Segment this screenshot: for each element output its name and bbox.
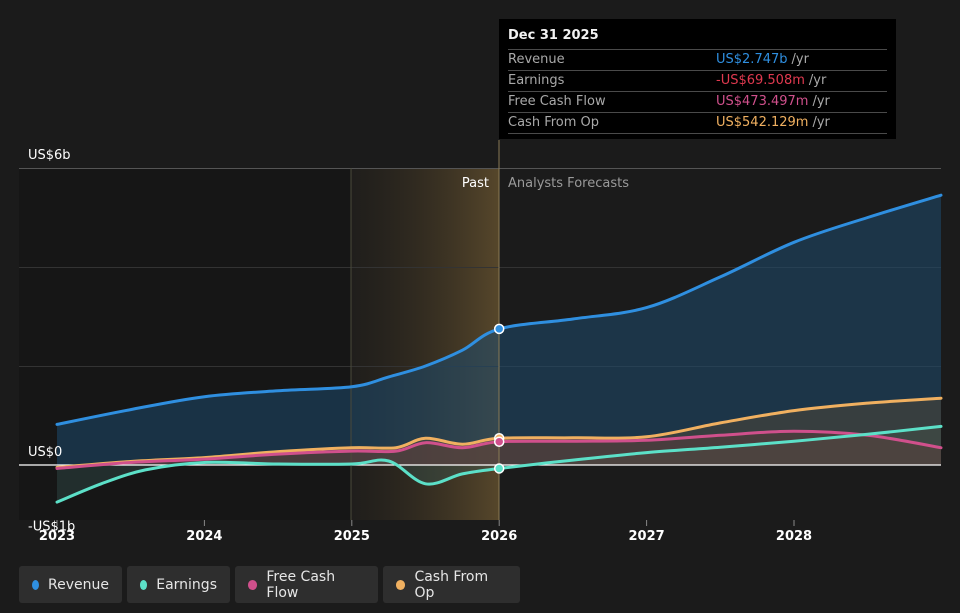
revenue-line (55, 193, 943, 426)
x-tick-label: 2024 (186, 529, 222, 544)
tooltip-row-value: -US$69.508m (716, 73, 805, 88)
cfo-area (57, 398, 941, 468)
x-tick-label: 2027 (629, 529, 665, 544)
tooltip-rows: Revenue US$2.747b/yr Earnings -US$69.508m/y… (508, 49, 887, 134)
legend-item-cash-from-op[interactable]: Cash From Op (383, 566, 520, 603)
x-tick-label: 2026 (481, 529, 517, 544)
legend-item-free-cash-flow[interactable]: Free Cash Flow (235, 566, 378, 603)
y-axis-label: US$6b (28, 148, 71, 163)
earnings-marker (493, 463, 505, 474)
revenue-marker (493, 323, 505, 335)
legend-dot-icon (32, 579, 40, 590)
tooltip-row-unit: /yr (812, 115, 830, 130)
earnings-line (55, 424, 943, 504)
tooltip-row-unit: /yr (808, 73, 827, 88)
tooltip-row: Earnings -US$69.508m/yr (508, 70, 887, 91)
tooltip-row: Revenue US$2.747b/yr (508, 49, 887, 70)
tooltip-row-value: US$542.129m (716, 115, 809, 130)
tooltip-row-unit: /yr (791, 52, 809, 67)
tooltip-row-label: Revenue (508, 52, 565, 67)
legend-label: Free Cash Flow (266, 568, 336, 601)
x-tick-label: 2023 (39, 529, 75, 544)
tooltip: Dec 31 2025 Revenue US$2.747b/yr Earnings -… (499, 19, 896, 139)
hover-markers (493, 323, 505, 474)
x-tick-label: 2025 (334, 529, 370, 544)
y-axis-labels: US$6b US$0 -US$1b (28, 148, 75, 535)
past-label: Past (462, 176, 489, 191)
tooltip-row: Cash From Op US$542.129m/yr (508, 112, 887, 134)
tooltip-row-value: US$473.497m (716, 94, 809, 109)
tooltip-row-value: US$2.747b (716, 52, 788, 67)
cfo-line (55, 396, 943, 469)
legend-label: Earnings (156, 576, 217, 593)
tooltip-date: Dec 31 2025 (508, 28, 599, 43)
x-axis-ticks: 2023 2024 2025 2026 2027 2028 (39, 520, 812, 544)
legend-dot-icon (396, 579, 406, 590)
earnings-area (57, 426, 941, 503)
fcf-line (55, 429, 943, 470)
series-lines (55, 193, 943, 504)
fcf-marker (493, 436, 505, 447)
y-axis-label: -US$1b (28, 520, 75, 535)
y-axis-label: US$0 (28, 445, 62, 460)
legend-dot-icon (140, 579, 148, 590)
forecast-label: Analysts Forecasts (508, 176, 629, 191)
tooltip-row-label: Cash From Op (508, 115, 600, 130)
tooltip-row-label: Earnings (508, 73, 565, 88)
x-tick-label: 2028 (776, 529, 812, 544)
tooltip-row-label: Free Cash Flow (508, 94, 606, 109)
legend-dot-icon (248, 579, 258, 590)
tooltip-row: Free Cash Flow US$473.497m/yr (508, 91, 887, 112)
legend-item-revenue[interactable]: Revenue (19, 566, 122, 603)
legend: Revenue Earnings Free Cash Flow Cash From O… (19, 566, 520, 603)
tooltip-row-unit: /yr (812, 94, 830, 109)
legend-label: Revenue (48, 576, 109, 593)
legend-label: Cash From Op (414, 568, 489, 601)
legend-item-earnings[interactable]: Earnings (127, 566, 230, 603)
